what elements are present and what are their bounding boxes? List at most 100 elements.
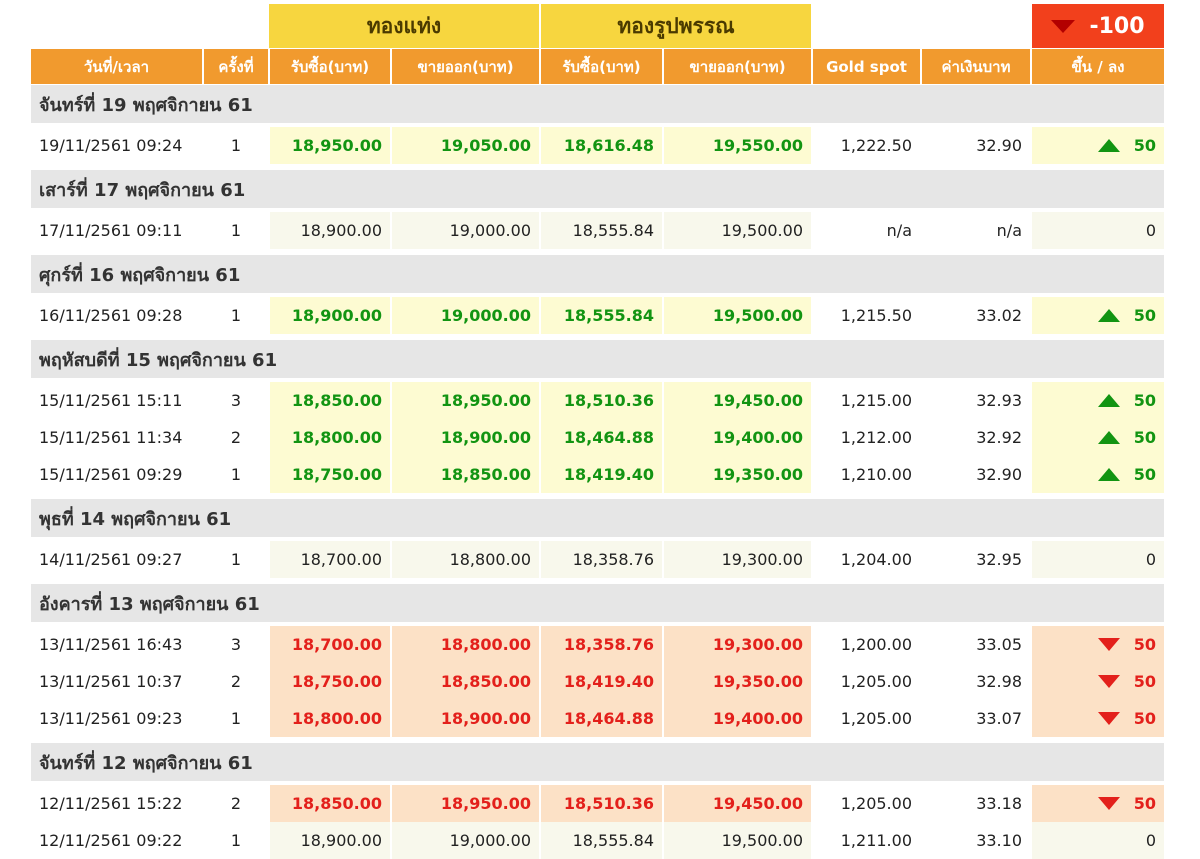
cell-gold-spot: n/a bbox=[886, 221, 912, 240]
cell-thb: 32.90 bbox=[976, 136, 1022, 155]
cell-round: 1 bbox=[230, 465, 242, 484]
triangle-down-icon bbox=[1097, 675, 1120, 688]
change-value: 0 bbox=[1145, 831, 1156, 850]
cell-datetime: 12/11/2561 15:22 bbox=[39, 794, 183, 813]
cell-change: 50 bbox=[1032, 127, 1164, 164]
day-group-title: เสาร์ที่ 17 พฤศจิกายน 61 bbox=[39, 179, 246, 201]
cell-bar-sell: 18,850.00 bbox=[392, 663, 539, 700]
cell-datetime: 17/11/2561 09:11 bbox=[39, 221, 183, 240]
cell-thb: 33.05 bbox=[976, 635, 1022, 654]
cell-change: 50 bbox=[1032, 700, 1164, 737]
cell-change: 0 bbox=[1032, 822, 1164, 859]
cell-bar-sell: 19,000.00 bbox=[392, 297, 539, 334]
table-row: 17/11/2561 09:11 1 18,900.00 19,000.00 18,55… bbox=[31, 212, 1164, 249]
table-row: 15/11/2561 11:34 2 18,800.00 18,900.00 18,46… bbox=[31, 419, 1164, 456]
cell-orn-buy: 18,616.48 bbox=[541, 127, 662, 164]
change-value: 50 bbox=[1133, 465, 1156, 484]
cell-round: 1 bbox=[230, 306, 242, 325]
cell-gold-spot: 1,215.00 bbox=[840, 391, 912, 410]
cell-bar-sell: 18,900.00 bbox=[392, 419, 539, 456]
cell-bar-buy: 18,850.00 bbox=[270, 785, 390, 822]
day-group-title: พฤหัสบดีที่ 15 พฤศจิกายน 61 bbox=[39, 349, 278, 371]
cell-round: 2 bbox=[230, 428, 242, 447]
cell-gold-spot: 1,200.00 bbox=[840, 635, 912, 654]
change-value: 50 bbox=[1133, 635, 1156, 654]
triangle-up-icon bbox=[1097, 309, 1120, 322]
day-group-header: เสาร์ที่ 17 พฤศจิกายน 61 bbox=[31, 170, 1164, 208]
day-group-header: อังคารที่ 13 พฤศจิกายน 61 bbox=[31, 584, 1164, 622]
col-gold-spot: Gold spot bbox=[813, 49, 920, 84]
cell-datetime: 13/11/2561 09:23 bbox=[39, 709, 183, 728]
triangle-down-icon bbox=[1097, 797, 1120, 810]
cell-orn-buy: 18,419.40 bbox=[541, 456, 662, 493]
cell-bar-sell: 19,000.00 bbox=[392, 822, 539, 859]
table-row: 13/11/2561 10:37 2 18,750.00 18,850.00 18,41… bbox=[31, 663, 1164, 700]
day-group-title: จันทร์ที่ 19 พฤศจิกายน 61 bbox=[39, 94, 253, 116]
cell-round: 1 bbox=[230, 221, 242, 240]
triangle-up-icon bbox=[1097, 468, 1120, 481]
header-gold-ornament: ทองรูปพรรณ bbox=[541, 4, 811, 48]
cell-bar-sell: 18,800.00 bbox=[392, 541, 539, 578]
cell-thb: 33.07 bbox=[976, 709, 1022, 728]
cell-datetime: 16/11/2561 09:28 bbox=[39, 306, 183, 325]
cell-orn-sell: 19,500.00 bbox=[664, 297, 811, 334]
day-group-header: พฤหัสบดีที่ 15 พฤศจิกายน 61 bbox=[31, 340, 1164, 378]
day-group-header: จันทร์ที่ 19 พฤศจิกายน 61 bbox=[31, 85, 1164, 123]
cell-datetime: 13/11/2561 16:43 bbox=[39, 635, 183, 654]
change-value: 0 bbox=[1145, 221, 1156, 240]
triangle-up-icon bbox=[1097, 394, 1120, 407]
cell-thb: 32.98 bbox=[976, 672, 1022, 691]
day-group-title: พุธที่ 14 พฤศจิกายน 61 bbox=[39, 508, 232, 530]
cell-datetime: 12/11/2561 09:22 bbox=[39, 831, 183, 850]
col-datetime: วันที่/เวลา bbox=[31, 49, 202, 84]
table-row: 14/11/2561 09:27 1 18,700.00 18,800.00 18,35… bbox=[31, 541, 1164, 578]
cell-orn-buy: 18,419.40 bbox=[541, 663, 662, 700]
cell-round: 1 bbox=[230, 136, 242, 155]
cell-orn-buy: 18,555.84 bbox=[541, 297, 662, 334]
table-row: 16/11/2561 09:28 1 18,900.00 19,000.00 18,55… bbox=[31, 297, 1164, 334]
triangle-down-icon bbox=[1097, 712, 1120, 725]
cell-bar-sell: 18,950.00 bbox=[392, 382, 539, 419]
cell-bar-sell: 18,850.00 bbox=[392, 456, 539, 493]
change-value: 50 bbox=[1133, 428, 1156, 447]
col-bar-sell: ขายออก(บาท) bbox=[392, 49, 539, 84]
col-thb: ค่าเงินบาท bbox=[922, 49, 1030, 84]
cell-bar-buy: 18,800.00 bbox=[270, 419, 390, 456]
cell-bar-buy: 18,850.00 bbox=[270, 382, 390, 419]
cell-orn-sell: 19,500.00 bbox=[664, 822, 811, 859]
table-row: 13/11/2561 16:43 3 18,700.00 18,800.00 18,35… bbox=[31, 626, 1164, 663]
cell-thb: 32.93 bbox=[976, 391, 1022, 410]
cell-change: 50 bbox=[1032, 663, 1164, 700]
cell-datetime: 14/11/2561 09:27 bbox=[39, 550, 183, 569]
table-row: 19/11/2561 09:24 1 18,950.00 19,050.00 18,61… bbox=[31, 127, 1164, 164]
cell-datetime: 15/11/2561 09:29 bbox=[39, 465, 183, 484]
cell-bar-buy: 18,700.00 bbox=[270, 626, 390, 663]
cell-change: 50 bbox=[1032, 456, 1164, 493]
cell-orn-sell: 19,400.00 bbox=[664, 700, 811, 737]
cell-gold-spot: 1,205.00 bbox=[840, 794, 912, 813]
cell-bar-buy: 18,800.00 bbox=[270, 700, 390, 737]
cell-round: 3 bbox=[230, 635, 242, 654]
cell-change: 50 bbox=[1032, 297, 1164, 334]
day-group-title: ศุกร์ที่ 16 พฤศจิกายน 61 bbox=[39, 264, 241, 286]
cell-orn-sell: 19,350.00 bbox=[664, 456, 811, 493]
cell-bar-buy: 18,750.00 bbox=[270, 663, 390, 700]
day-group-header: จันทร์ที่ 12 พฤศจิกายน 61 bbox=[31, 743, 1164, 781]
cell-bar-sell: 18,800.00 bbox=[392, 626, 539, 663]
day-group-header: พุธที่ 14 พฤศจิกายน 61 bbox=[31, 499, 1164, 537]
cell-gold-spot: 1,204.00 bbox=[840, 550, 912, 569]
total-change-badge: -100 bbox=[1032, 4, 1164, 48]
cell-gold-spot: 1,205.00 bbox=[840, 709, 912, 728]
cell-change: 0 bbox=[1032, 212, 1164, 249]
table-row: 15/11/2561 09:29 1 18,750.00 18,850.00 18,41… bbox=[31, 456, 1164, 493]
change-value: 50 bbox=[1133, 672, 1156, 691]
cell-change: 0 bbox=[1032, 541, 1164, 578]
cell-change: 50 bbox=[1032, 785, 1164, 822]
table-row: 13/11/2561 09:23 1 18,800.00 18,900.00 18,46… bbox=[31, 700, 1164, 737]
cell-thb: 32.92 bbox=[976, 428, 1022, 447]
cell-orn-buy: 18,358.76 bbox=[541, 541, 662, 578]
change-value: 50 bbox=[1133, 136, 1156, 155]
cell-round: 1 bbox=[230, 709, 242, 728]
cell-bar-buy: 18,750.00 bbox=[270, 456, 390, 493]
table-row: 15/11/2561 15:11 3 18,850.00 18,950.00 18,51… bbox=[31, 382, 1164, 419]
